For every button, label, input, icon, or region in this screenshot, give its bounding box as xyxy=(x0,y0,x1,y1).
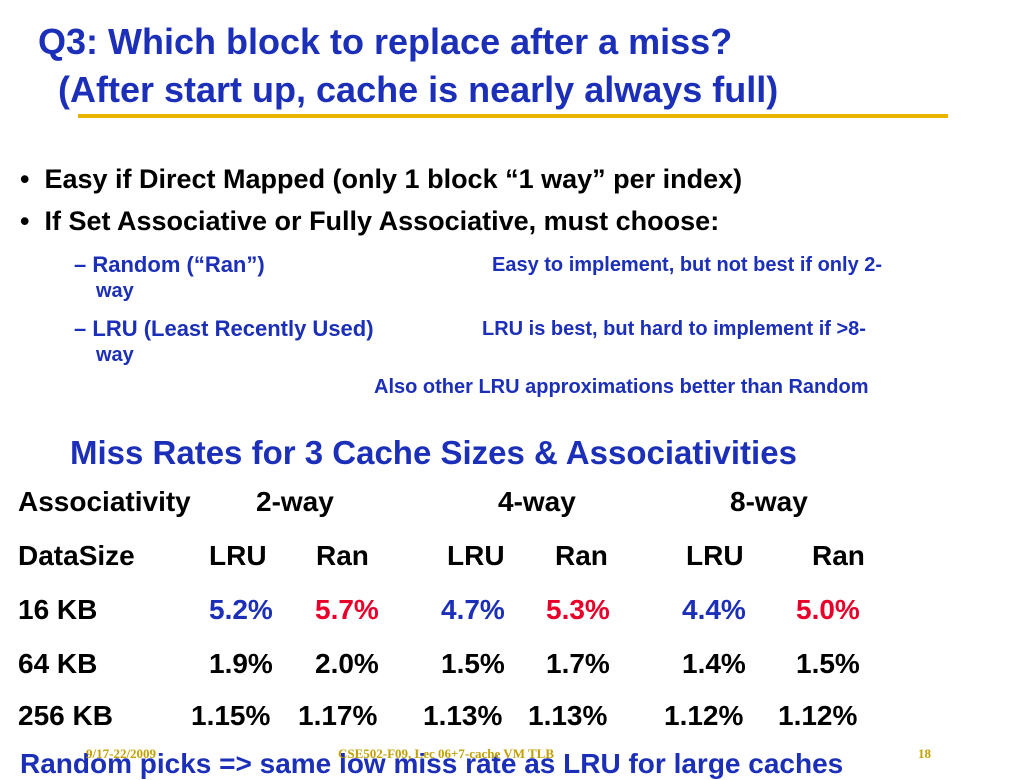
sub-item-note-wrap: way xyxy=(96,344,134,366)
assoc-header: 4-way xyxy=(498,486,576,517)
miss-rate-cell: 1.4% xyxy=(682,648,746,679)
sub-item-note-wrap: way xyxy=(96,280,134,302)
row-size-label: 16 KB xyxy=(18,594,98,625)
footer-course: CSE502-F09, Lec 06+7-cache VM TLB xyxy=(338,746,554,761)
row-size-label: 256 KB xyxy=(18,700,113,731)
miss-rate-cell: 1.5% xyxy=(796,648,860,679)
sub-item-lru: – LRU (Least Recently Used) xyxy=(74,316,374,342)
miss-rate-cell: 4.4% xyxy=(682,594,746,625)
bullet-text: Easy if Direct Mapped (only 1 block “1 w… xyxy=(44,164,743,194)
miss-rate-cell: 1.9% xyxy=(209,648,273,679)
sub-item-dash: – xyxy=(74,252,87,277)
assoc-label: Associativity xyxy=(18,486,191,517)
miss-rate-cell: 5.2% xyxy=(209,594,273,625)
policy-header: LRU xyxy=(447,540,505,571)
miss-rate-cell: 1.13% xyxy=(528,700,608,731)
bullet-text: If Set Associative or Fully Associative,… xyxy=(44,206,720,236)
slide-title-line1: Q3: Which block to replace after a miss? xyxy=(38,21,733,62)
slide-title-line2: (After start up, cache is nearly always … xyxy=(58,70,778,110)
table-title: Miss Rates for 3 Cache Sizes & Associati… xyxy=(70,434,797,471)
title-paren-open: ( xyxy=(58,69,70,110)
assoc-header: 8-way xyxy=(730,486,808,517)
footer-page-number: 18 xyxy=(918,746,931,761)
miss-rate-cell: 4.7% xyxy=(441,594,505,625)
sub-item-label: LRU (Least Recently Used) xyxy=(92,316,374,341)
policy-header: Ran xyxy=(555,540,608,571)
miss-rate-cell: 5.0% xyxy=(796,594,860,625)
title-underlined-text: After start up, cache is nearly always f… xyxy=(70,69,767,110)
miss-rate-cell: 1.17% xyxy=(298,700,378,731)
miss-rate-cell: 5.7% xyxy=(315,594,379,625)
policy-header: LRU xyxy=(686,540,744,571)
sub-item-dash: – xyxy=(74,316,87,341)
row-size-label: 64 KB xyxy=(18,648,98,679)
sub-item-note: LRU is best, but hard to implement if >8… xyxy=(482,318,866,340)
sub-item-random: – Random (“Ran”) xyxy=(74,252,265,278)
policy-header: Ran xyxy=(316,540,369,571)
miss-rate-cell: 1.5% xyxy=(441,648,505,679)
assoc-header: 2-way xyxy=(256,486,334,517)
miss-rate-cell: 1.12% xyxy=(664,700,744,731)
title-underline xyxy=(78,114,948,118)
bullet-item: • If Set Associative or Fully Associativ… xyxy=(20,206,720,236)
miss-rate-cell: 1.7% xyxy=(546,648,610,679)
sub-item-label: Random (“Ran”) xyxy=(92,252,265,277)
extra-note: Also other LRU approximations better tha… xyxy=(374,376,869,398)
miss-rate-cell: 1.12% xyxy=(778,700,858,731)
footer-date: 9/17-22/2009 xyxy=(86,746,157,761)
title-paren-close: ) xyxy=(766,69,779,110)
miss-rate-cell: 5.3% xyxy=(546,594,610,625)
miss-rate-cell: 1.15% xyxy=(191,700,271,731)
policy-header: LRU xyxy=(209,540,267,571)
policy-header: Ran xyxy=(812,540,865,571)
sub-item-note: Easy to implement, but not best if only … xyxy=(492,254,883,276)
miss-rate-cell: 2.0% xyxy=(315,648,379,679)
datasize-label: DataSize xyxy=(18,540,135,571)
miss-rate-cell: 1.13% xyxy=(423,700,503,731)
bullet-item: • Easy if Direct Mapped (only 1 block “1… xyxy=(20,164,743,194)
